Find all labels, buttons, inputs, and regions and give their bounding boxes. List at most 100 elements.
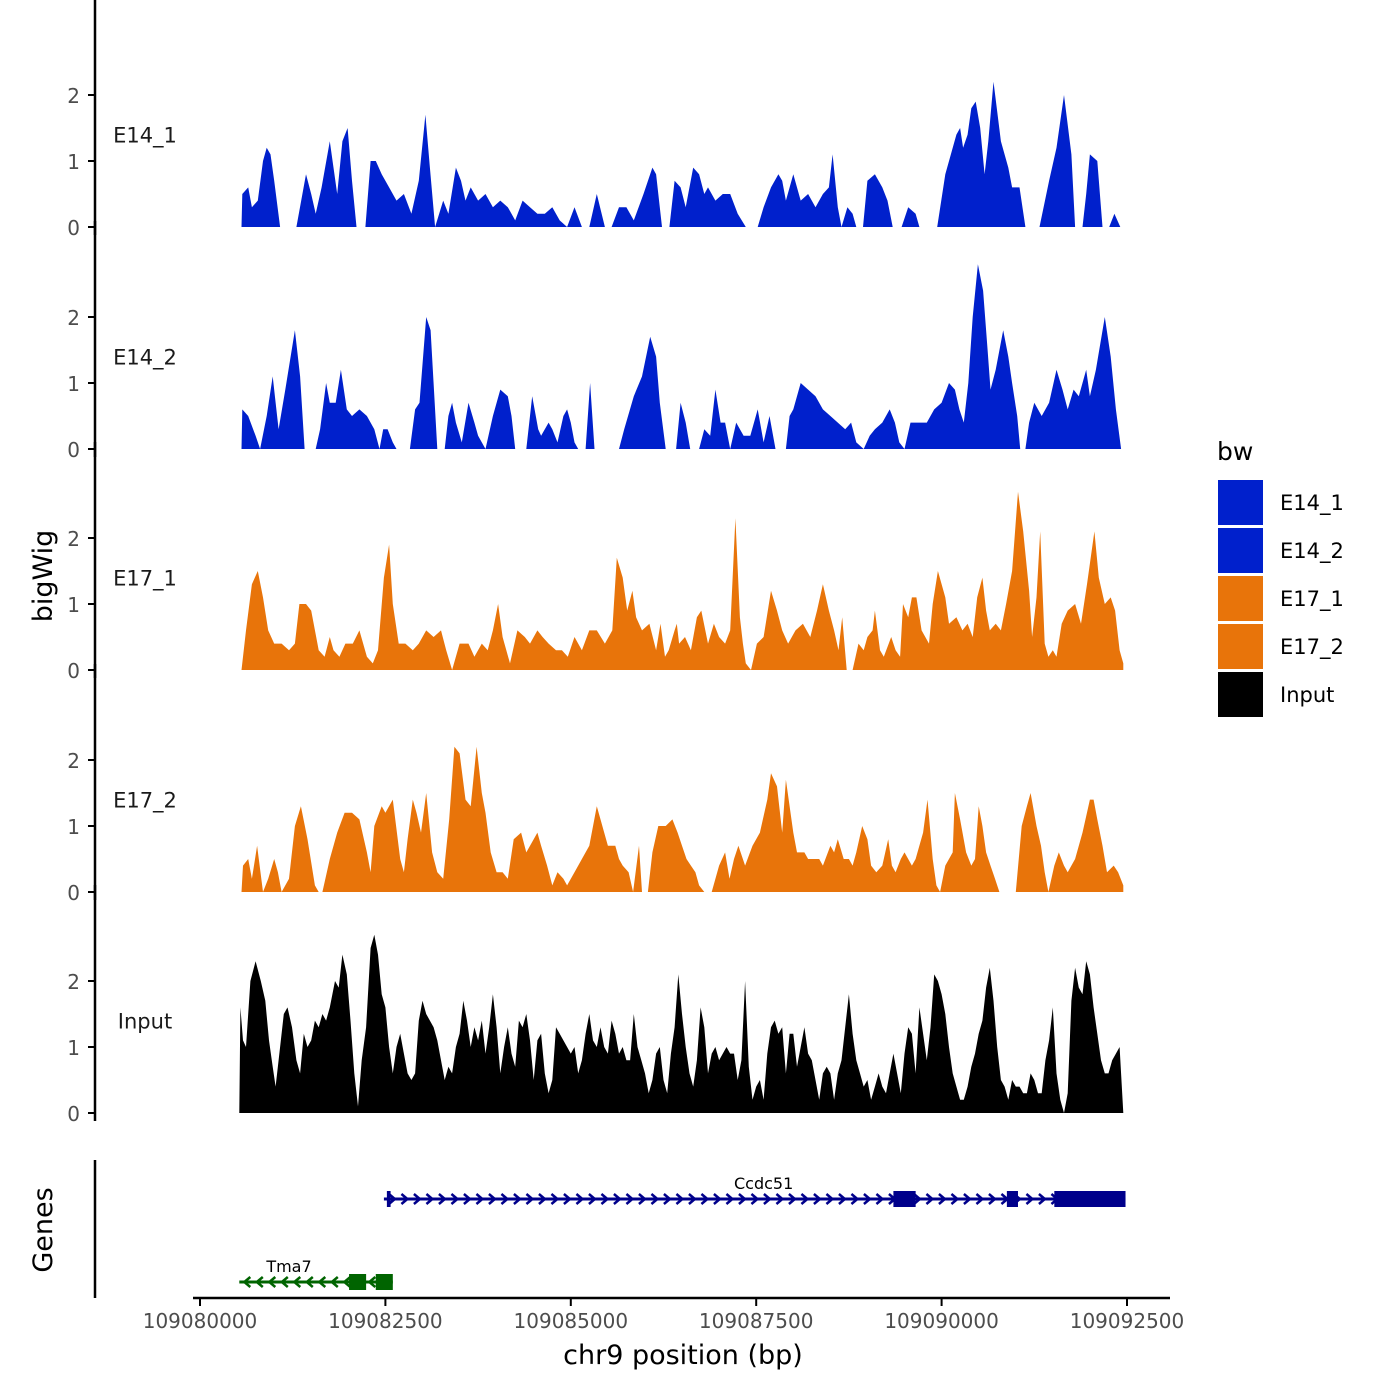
strand-arrow [700, 1193, 710, 1205]
legend-swatch-E14_1 [1218, 480, 1263, 525]
exon-block [1054, 1191, 1126, 1207]
strand-arrow [975, 1193, 985, 1205]
y-tick-label: 1 [67, 593, 80, 617]
strand-arrow [475, 1193, 485, 1205]
signal-area [241, 491, 1124, 670]
gene-label: Ccdc51 [734, 1174, 793, 1193]
strand-arrow [925, 1193, 935, 1205]
legend-swatch-Input [1218, 672, 1263, 717]
y-tick-label: 2 [67, 306, 80, 330]
legend-swatch-E17_2 [1218, 624, 1263, 669]
y-tick-label: 2 [67, 527, 80, 551]
exon-block [375, 1274, 393, 1290]
y-tick-label: 0 [67, 438, 80, 462]
strand-arrow [317, 1276, 327, 1288]
strand-arrow [550, 1193, 560, 1205]
strand-arrow [763, 1193, 772, 1205]
genes-axis-title: Genes [28, 1187, 59, 1272]
y-tick-label: 1 [67, 150, 80, 174]
exon-block [893, 1191, 916, 1207]
y-tick-label: 0 [67, 216, 80, 240]
gene-label: Tma7 [265, 1257, 311, 1276]
track-label: E14_1 [113, 124, 177, 149]
strand-arrow [775, 1193, 785, 1205]
strand-arrow [875, 1193, 885, 1205]
strand-arrow [613, 1193, 622, 1205]
strand-arrow [538, 1193, 547, 1205]
strand-arrow [663, 1193, 672, 1205]
x-axis: 109080000 109082500 109085000 109087500 1090… [143, 1296, 1185, 1333]
legend-title: bw [1217, 437, 1253, 466]
y-tick-label: 2 [67, 84, 80, 108]
strand-arrow [254, 1276, 264, 1288]
strand-arrow [800, 1193, 810, 1205]
exon-block [349, 1274, 367, 1290]
strand-arrow [513, 1193, 522, 1205]
strand-arrow [575, 1193, 585, 1205]
y-axis-title: bigWig [28, 530, 59, 623]
track-label: E17_1 [113, 567, 177, 592]
legend-swatch-E14_2 [1218, 528, 1263, 573]
strand-arrow [1025, 1193, 1035, 1205]
strand-arrow [675, 1193, 685, 1205]
strand-arrow [400, 1193, 410, 1205]
strand-arrow [725, 1193, 735, 1205]
signal-area [241, 746, 1124, 892]
y-tick-label: 0 [67, 1102, 80, 1126]
strand-arrow [750, 1193, 760, 1205]
exon-block [386, 1191, 391, 1207]
strand-arrow [438, 1193, 447, 1205]
strand-arrow [625, 1193, 635, 1205]
strand-arrow [279, 1276, 289, 1288]
y-tick-label: 0 [67, 881, 80, 905]
strand-arrow [825, 1193, 835, 1205]
signal-area [241, 264, 1122, 449]
strand-arrow [788, 1193, 797, 1205]
legend: E14_1 E14_2 E17_1 E17_2 Input [1218, 480, 1344, 717]
gene-Tma7: Tma7 [239, 1257, 393, 1290]
strand-arrow [688, 1193, 697, 1205]
genes-layer: Ccdc51 Tma7 [93, 1160, 1126, 1298]
strand-arrow [267, 1276, 277, 1288]
strand-arrow [988, 1193, 997, 1205]
legend-label-E17_2: E17_2 [1280, 635, 1344, 660]
y-tick-label: 1 [67, 372, 80, 396]
strand-arrow [938, 1193, 947, 1205]
y-tick-label: 1 [67, 1036, 80, 1060]
strand-arrow [342, 1276, 352, 1288]
strand-arrow [450, 1193, 460, 1205]
signal-area [241, 81, 1121, 227]
strand-arrow [588, 1193, 597, 1205]
strand-arrow [292, 1276, 302, 1288]
strand-arrow [1038, 1193, 1047, 1205]
track-E14_1: 0 1 2 E14_1 [67, 0, 1121, 240]
track-E17_1: 0 1 2 E17_1 [67, 442, 1124, 683]
strand-arrow [850, 1193, 860, 1205]
x-tick-label: 109080000 [143, 1309, 258, 1333]
strand-arrow [913, 1193, 922, 1205]
strand-arrow [329, 1276, 339, 1288]
strand-arrow [388, 1193, 397, 1205]
strand-arrow [713, 1193, 722, 1205]
strand-arrow [425, 1193, 435, 1205]
y-tick-label: 0 [67, 659, 80, 683]
x-tick-label: 109082500 [328, 1309, 443, 1333]
strand-arrow [650, 1193, 660, 1205]
strand-arrow [863, 1193, 872, 1205]
gene-Ccdc51: Ccdc51 [383, 1174, 1126, 1207]
legend-label-E17_1: E17_1 [1280, 587, 1344, 612]
strand-arrow [738, 1193, 747, 1205]
strand-arrow [242, 1276, 252, 1288]
x-tick-label: 109092500 [1070, 1309, 1185, 1333]
strand-arrow [813, 1193, 822, 1205]
legend-swatch-E17_1 [1218, 576, 1263, 621]
strand-arrow [463, 1193, 472, 1205]
y-tick-label: 2 [67, 749, 80, 773]
strand-arrow [413, 1193, 422, 1205]
tracks-layer: 0 1 2 E14_1 0 1 2 E14_2 0 1 2 E17_1 0 1 2 E17_2 0 1 2 Input [67, 0, 1124, 1126]
track-label: Input [118, 1010, 172, 1034]
legend-label-Input: Input [1280, 683, 1334, 707]
strand-arrow [600, 1193, 610, 1205]
x-tick-label: 109087500 [699, 1309, 814, 1333]
